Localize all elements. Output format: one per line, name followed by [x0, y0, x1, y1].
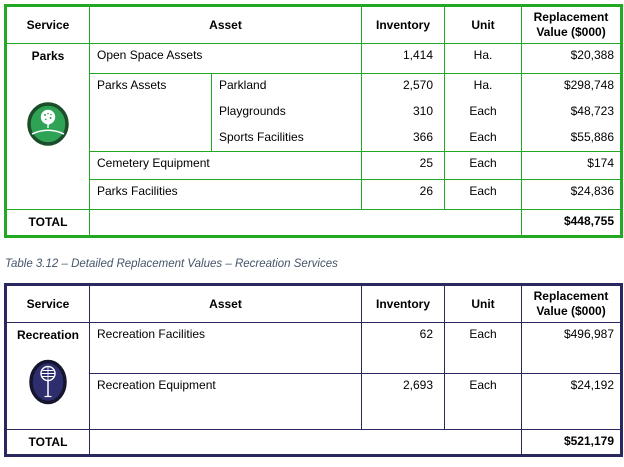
column-header-unit: Unit: [444, 5, 522, 44]
inventory-cell: 62: [361, 322, 445, 374]
unit-cell: Each: [444, 179, 522, 210]
value-cell: $55,886: [521, 125, 622, 152]
table-caption: Table 3.12 – Detailed Replacement Values…: [5, 258, 338, 270]
total-label-cell: TOTAL: [5, 429, 90, 456]
inventory-cell: 2,693: [361, 373, 445, 430]
column-header-inventory: Inventory: [361, 5, 445, 44]
asset-cell: Sports Facilities: [211, 125, 362, 152]
value-cell: $496,987: [521, 322, 622, 374]
microphone-icon: [7, 358, 89, 406]
parks-header-row: Service Asset Inventory Unit Replacement…: [5, 5, 622, 44]
parks-table: Service Asset Inventory Unit Replacement…: [4, 4, 623, 238]
inventory-cell: 2,570: [361, 73, 445, 100]
inventory-cell: 26: [361, 179, 445, 210]
value-cell: $24,192: [521, 373, 622, 430]
table-row: Parks Facilities 26 Each $24,836: [6, 179, 622, 210]
table-row: Recreation Recreation Facilities 62: [5, 322, 622, 430]
asset-cell: Parks Facilities: [89, 179, 362, 210]
asset-cell: Parkland: [211, 73, 362, 100]
column-header-service: Service: [5, 5, 90, 44]
column-header-inventory: Inventory: [361, 284, 445, 323]
service-cell-recreation: Recreation: [5, 322, 90, 430]
parks-tree-icon: [7, 101, 89, 147]
table-row: Parks: [5, 43, 622, 210]
service-cell-parks: Parks: [5, 43, 90, 210]
column-header-asset: Asset: [89, 5, 362, 44]
total-label-cell: TOTAL: [5, 209, 90, 237]
asset-cell: Recreation Facilities: [89, 322, 362, 374]
inventory-cell: 1,414: [361, 43, 445, 74]
asset-cell: Playgrounds: [211, 99, 362, 126]
unit-cell: Each: [444, 99, 522, 126]
value-cell: $24,836: [521, 179, 622, 210]
total-row: TOTAL $521,179: [5, 429, 622, 456]
asset-cell: Open Space Assets: [89, 43, 362, 74]
table-row: Recreation Equipment 2,693 Each $24,192: [6, 373, 622, 430]
unit-cell: Each: [444, 125, 522, 152]
inventory-cell: 25: [361, 151, 445, 180]
inventory-cell: 366: [361, 125, 445, 152]
value-cell: $298,748: [521, 73, 622, 100]
column-header-unit: Unit: [444, 284, 522, 323]
document-page: Service Asset Inventory Unit Replacement…: [4, 4, 623, 457]
column-header-service: Service: [5, 284, 90, 323]
recreation-table: Service Asset Inventory Unit Replacement…: [4, 283, 623, 457]
table-row: Parks Assets Parkland 2,570 Ha. $298,748: [6, 73, 622, 152]
total-row: TOTAL $448,755: [5, 209, 622, 237]
table-row: Cemetery Equipment 25 Each $174: [6, 151, 622, 180]
service-label: Parks: [31, 49, 65, 63]
unit-cell: Each: [444, 151, 522, 180]
total-value-cell: $448,755: [521, 209, 622, 237]
unit-cell: Ha.: [444, 43, 522, 74]
value-cell: $48,723: [521, 99, 622, 126]
empty-merged-cell: [89, 429, 522, 456]
unit-cell: Ha.: [444, 73, 522, 100]
column-header-replacement-value: Replacement Value ($000): [521, 5, 622, 44]
table-row: Playgrounds 310 Each $48,723: [6, 99, 622, 126]
asset-cell: Recreation Equipment: [89, 373, 362, 430]
column-header-replacement-value: Replacement Value ($000): [521, 284, 622, 323]
column-header-asset: Asset: [89, 284, 362, 323]
empty-merged-cell: [89, 209, 522, 237]
asset-cell: Cemetery Equipment: [89, 151, 362, 180]
recreation-header-row: Service Asset Inventory Unit Replacement…: [5, 284, 622, 323]
value-cell: $174: [521, 151, 622, 180]
value-cell: $20,388: [521, 43, 622, 74]
total-value-cell: $521,179: [521, 429, 622, 456]
unit-cell: Each: [444, 322, 522, 374]
unit-cell: Each: [444, 373, 522, 430]
asset-group-cell: Parks Assets: [89, 73, 212, 152]
inventory-cell: 310: [361, 99, 445, 126]
service-label: Recreation: [16, 328, 80, 342]
